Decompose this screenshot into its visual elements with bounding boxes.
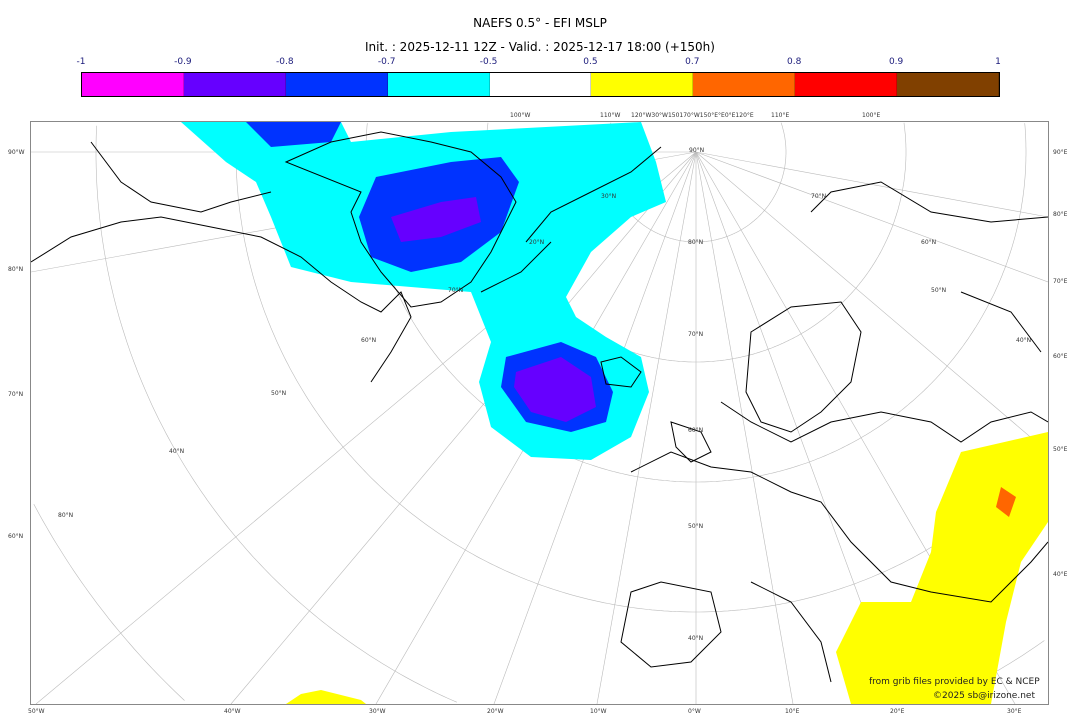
graticule-label: 70°N <box>688 331 704 338</box>
coastlines <box>31 131 1048 683</box>
latitude-circle <box>903 122 907 152</box>
graticule-label: 110°E <box>771 112 790 119</box>
latitude-circle <box>235 123 1047 613</box>
map-area: 90°N 80°N 70°N 60°N 50°N 40°N 30°N 20°N 70°N 60°N… <box>30 121 1049 705</box>
graticule-label: 60°N <box>921 239 937 246</box>
graticule-label: 80°N <box>8 266 24 273</box>
colorbar-swatch <box>489 73 592 96</box>
graticule-label: 60°N <box>8 533 24 540</box>
latitude-circle <box>1024 123 1027 152</box>
graticule-label: 60°N <box>688 427 704 434</box>
graticule-label: 10°E <box>785 708 800 715</box>
graticule-label: 90°W <box>8 149 25 156</box>
graticule-label: 40°N <box>169 448 185 455</box>
graticule-label: 110°W <box>600 112 621 119</box>
graticule-label: 10°W <box>590 708 607 715</box>
colorbar-tick: 0.9 <box>888 57 904 67</box>
graticule-label: 20°W <box>487 708 504 715</box>
colorbar-swatch <box>82 73 184 96</box>
colorbar-swatch <box>795 73 898 96</box>
colorbar-tick: 0.7 <box>685 57 700 67</box>
map-title: NAEFS 0.5° - EFI MSLP <box>473 16 607 30</box>
colorbar-tick: 1 <box>995 57 1001 67</box>
graticule-label: 50°N <box>931 287 947 294</box>
graticule-label: 90°E <box>1053 149 1068 156</box>
graticule-label: 40°N <box>688 635 704 642</box>
colorbar-tick: 0.8 <box>787 57 802 67</box>
colorbar-tick: -1 <box>76 57 86 67</box>
map-subtitle: Init. : 2025-12-11 12Z - Valid. : 2025-1… <box>365 40 715 54</box>
colorbar-swatch <box>285 73 388 96</box>
graticule-label: 40°E <box>1053 571 1068 578</box>
colorbar <box>81 72 1000 97</box>
graticule-label: 40°W <box>224 708 241 715</box>
graticule-label: 80°N <box>58 512 74 519</box>
efi-shading <box>181 122 1048 704</box>
graticule-label: 20°E <box>890 708 905 715</box>
graticule-label: 0°W <box>688 708 701 715</box>
graticule-label: 100°W <box>510 112 531 119</box>
colorbar-swatch <box>183 73 286 96</box>
colorbar-swatch <box>897 73 1000 96</box>
graticule-label: 30°W <box>369 708 386 715</box>
colorbar-tick: -0.9 <box>174 57 192 67</box>
graticule-label: 50°N <box>271 390 287 397</box>
latitude-circle <box>95 125 457 703</box>
graticule-label: 20°N <box>529 239 545 246</box>
colorbar-tick: -0.7 <box>377 57 396 67</box>
latitude-circle <box>365 123 1027 483</box>
latitude-circle <box>780 122 787 152</box>
graticule-label: 50°E <box>1053 446 1068 453</box>
graticule-label: 50°N <box>688 523 704 530</box>
graticule-label: 30°N <box>601 193 617 200</box>
graticule-label: 70°N <box>448 287 464 294</box>
graticule-label: 40°N <box>1016 337 1032 344</box>
copyright: ©2025 sb@irizone.net <box>933 691 1035 701</box>
graticule-label: 30°E <box>1007 708 1022 715</box>
graticule-label: 120°W30°W150170°W150°E°E0°E120°E <box>631 112 754 119</box>
graticule-label: 60°N <box>361 337 377 344</box>
colorbar-swatch <box>591 73 694 96</box>
graticule-label: 70°N <box>811 193 827 200</box>
colorbar-swatch <box>387 73 490 96</box>
graticule-label: 60°E <box>1053 353 1068 360</box>
colorbar-tick: -0.5 <box>479 57 498 67</box>
graticule-label: 80°E <box>1053 211 1068 218</box>
latitude-circle <box>33 503 185 701</box>
graticule-label: 70°E <box>1053 278 1068 285</box>
graticule-label: 80°N <box>688 239 704 246</box>
colorbar-tick: 0.5 <box>583 57 598 67</box>
colorbar-tick: -0.8 <box>275 57 294 67</box>
source-credit: from grib files provided by EC & NCEP <box>869 677 1040 687</box>
graticule-label: 70°N <box>8 391 24 398</box>
map-canvas <box>31 122 1048 704</box>
graticule-label: 50°W <box>28 708 45 715</box>
graticule-label: 90°N <box>689 147 705 154</box>
graticule-label: 100°E <box>862 112 881 119</box>
colorbar-swatch <box>693 73 796 96</box>
